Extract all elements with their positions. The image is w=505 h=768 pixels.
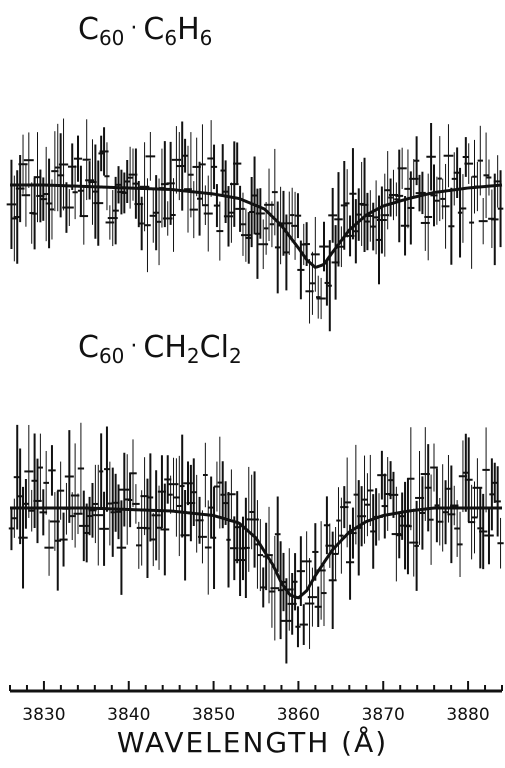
x-tick-label: 3870	[362, 705, 405, 725]
fit-curve	[10, 183, 503, 269]
x-tick-label: 3850	[192, 705, 235, 725]
panel-label-top: C60 · C6H6	[78, 12, 213, 50]
panel-c60-c6h6	[6, 118, 504, 332]
panel-label-bottom: C60 · CH2Cl2	[78, 330, 242, 368]
x-axis: 3830 3840 3850 3860 3870 3880	[9, 681, 503, 725]
x-tick-label: 3860	[277, 705, 320, 725]
panel-c60-ch2cl2	[8, 422, 504, 664]
x-tick-label: 3880	[446, 705, 489, 725]
fit-curve	[10, 506, 502, 600]
x-tick-label: 3830	[22, 705, 65, 725]
x-axis-label: WAVELENGTH (Å)	[116, 726, 389, 759]
x-tick-label: 3840	[107, 705, 150, 725]
